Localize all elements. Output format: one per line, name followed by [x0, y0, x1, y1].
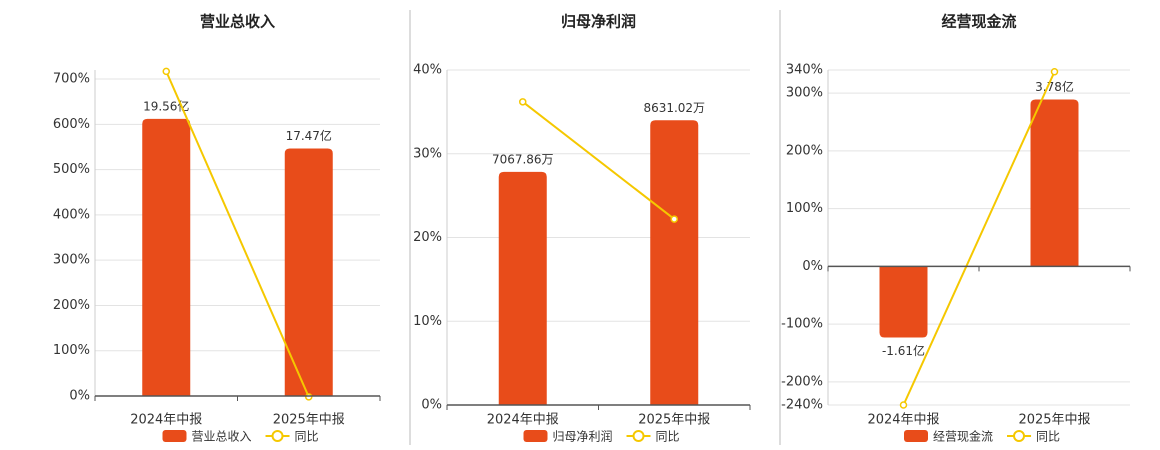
line-point	[1050, 67, 1059, 76]
bar-label: 17.47亿	[286, 128, 332, 143]
chart-title: 经营现金流	[941, 13, 1016, 31]
y-tick-label: 100%	[786, 201, 823, 216]
y-tick-label: 0%	[69, 389, 90, 404]
chart-title: 归母净利润	[561, 13, 636, 31]
y-tick-label: 30%	[413, 146, 442, 161]
line	[165, 70, 310, 398]
y-tick-label: 10%	[413, 314, 442, 329]
legend-label: 归母净利润	[553, 430, 613, 444]
bar-label: -1.61亿	[882, 343, 925, 358]
bar-label: 7067.86万	[492, 152, 554, 166]
line-point	[519, 98, 527, 106]
y-tick-label: 400%	[53, 207, 90, 222]
bar	[1030, 99, 1079, 267]
y-tick-label: 200%	[53, 298, 90, 313]
chart-title: 营业总收入	[200, 13, 275, 31]
x-tick-label: 2024年中报	[487, 413, 559, 428]
legend-label: 经营现金流	[933, 429, 993, 444]
y-tick-label: 20%	[413, 230, 442, 245]
legend-label: 同比	[295, 430, 319, 444]
y-tick-label: 600%	[53, 117, 90, 132]
y-tick-label: 300%	[786, 86, 823, 101]
line-point	[305, 393, 313, 401]
y-tick-label: 0%	[421, 398, 442, 413]
y-tick-label: 340%	[786, 63, 823, 78]
x-tick-label: 2025年中报	[273, 413, 345, 428]
bar	[879, 266, 928, 338]
y-tick-label: 700%	[53, 72, 90, 87]
y-tick-label: -200%	[781, 374, 823, 389]
y-tick-label: 500%	[53, 162, 90, 177]
legend-swatch	[632, 430, 645, 442]
legend-swatch	[162, 430, 187, 442]
bar-label: 8631.02万	[643, 101, 705, 115]
bar	[498, 171, 547, 405]
y-tick-label: 100%	[53, 343, 90, 358]
x-tick-label: 2024年中报	[130, 413, 202, 428]
line	[902, 71, 1056, 406]
line	[522, 101, 675, 220]
bar	[142, 118, 191, 397]
bar-label: 3.78亿	[1035, 79, 1074, 94]
x-tick-label: 2025年中报	[638, 413, 710, 428]
y-tick-label: 0%	[802, 259, 823, 274]
y-tick-label: -240%	[781, 398, 823, 413]
legend-swatch	[523, 430, 548, 442]
legend-label: 同比	[656, 430, 680, 444]
legend-label: 营业总收入	[192, 430, 252, 444]
y-tick-label: 200%	[786, 143, 823, 158]
line-point	[670, 215, 678, 223]
legend-swatch	[271, 430, 284, 442]
bar	[284, 148, 333, 396]
x-tick-label: 2024年中报	[867, 413, 939, 428]
x-tick-label: 2025年中报	[1018, 413, 1090, 428]
legend-swatch	[904, 430, 928, 442]
legend-swatch	[1013, 430, 1026, 442]
y-tick-label: 40%	[413, 63, 442, 78]
legend-label: 同比	[1036, 430, 1060, 444]
line-point	[162, 67, 170, 76]
bar-label: 19.56亿	[143, 98, 189, 113]
bar	[650, 120, 699, 405]
line-point	[899, 401, 908, 409]
y-tick-label: 300%	[53, 253, 90, 268]
y-tick-label: -100%	[781, 317, 823, 332]
